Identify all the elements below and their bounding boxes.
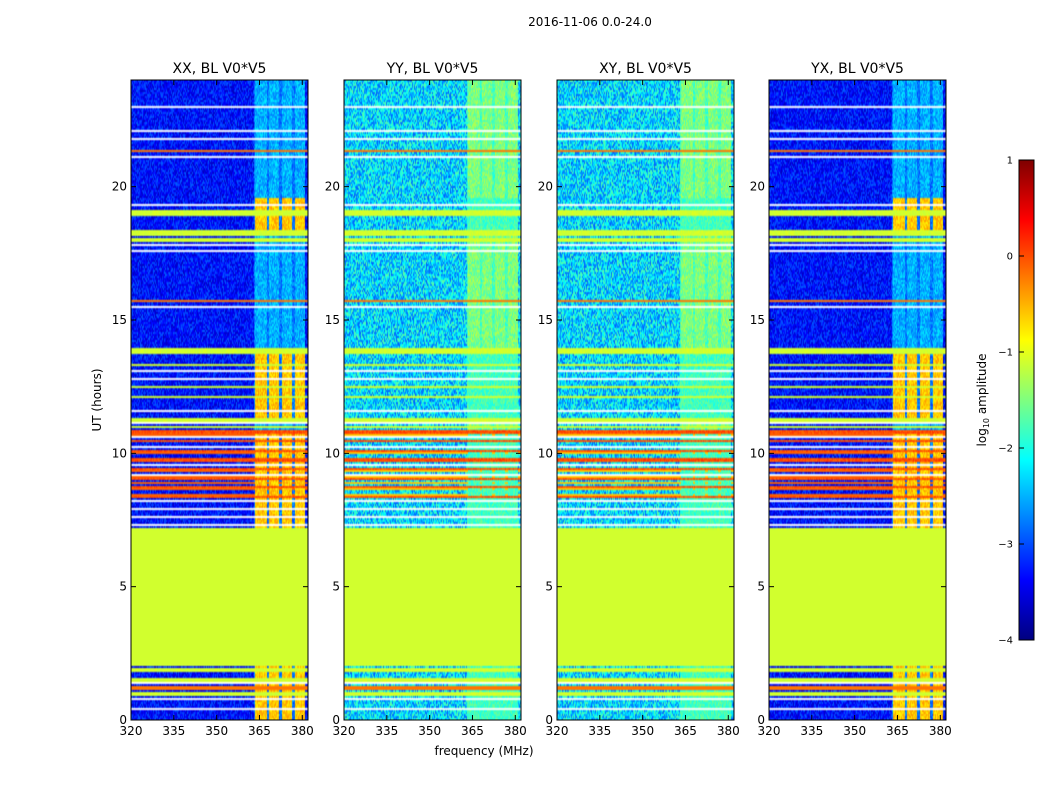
x-tick-label: 350 [843,724,866,738]
colorbar-tick-label: −4 [998,636,1013,647]
x-tick-label: 350 [205,724,228,738]
spectrogram-image [131,80,308,720]
colorbar-tick-label: −3 [998,540,1013,551]
x-tick-label: 320 [758,724,781,738]
y-tick-label: 20 [325,180,340,194]
x-tick-label: 335 [375,724,398,738]
spectrogram-image [769,80,946,720]
y-tick-label: 20 [538,180,553,194]
panel-frame [343,79,522,721]
colorbar-tick-label: 0 [1007,252,1013,263]
panel-title: XX, BL V0*V5 [173,61,267,77]
x-tick-label: 320 [333,724,356,738]
x-tick-label: 335 [162,724,185,738]
x-tick-label: 380 [504,724,527,738]
y-tick-label: 10 [325,446,340,460]
y-tick-label: 0 [757,713,765,727]
y-tick-label: 0 [545,713,553,727]
x-tick-label: 365 [886,724,909,738]
x-tick-label: 335 [588,724,611,738]
y-tick-label: 15 [538,313,553,327]
x-tick-label: 335 [800,724,823,738]
y-tick-label: 5 [545,580,553,594]
x-tick-label: 320 [120,724,143,738]
panel-frame [556,79,735,721]
panel-yy: YY, BL V0*V5 320 335 350 365 380 0 5 10 15 20 [325,61,527,738]
colorbar-tick-label: 1 [1007,156,1013,167]
x-tick-label: 380 [929,724,952,738]
y-tick-label: 15 [112,313,127,327]
panel-frame [768,79,947,721]
colorbar: log10 amplitude −4 −3 −2 −1 0 1 [975,156,1035,647]
x-tick-label: 365 [248,724,271,738]
y-tick-label: 20 [112,180,127,194]
panel-xy: XY, BL V0*V5 320 335 350 365 380 0 5 10 15 20 [538,61,740,738]
y-tick-label: 20 [750,180,765,194]
y-tick-label: 0 [119,713,127,727]
x-axis-label: frequency (MHz) [434,744,533,758]
panel-title: XY, BL V0*V5 [599,61,692,77]
y-tick-label: 5 [332,580,340,594]
colorbar-tick-label: −1 [998,348,1013,359]
panel-title: YY, BL V0*V5 [386,61,479,77]
spectrogram-image [344,80,521,720]
y-tick-label: 10 [538,446,553,460]
panel-title: YX, BL V0*V5 [810,61,904,77]
panel-yx: YX, BL V0*V5 320 335 350 365 380 0 5 10 15 20 [750,61,952,738]
figure-title: 2016-11-06 0.0-24.0 [528,15,652,29]
panel-frame [130,79,309,721]
colorbar-bar [1018,159,1035,641]
spectrogram-image [557,80,734,720]
x-tick-label: 380 [717,724,740,738]
x-tick-label: 380 [291,724,314,738]
y-tick-label: 15 [325,313,340,327]
y-tick-label: 0 [332,713,340,727]
colorbar-label: log10 amplitude [975,354,991,447]
x-tick-label: 365 [674,724,697,738]
x-tick-label: 350 [631,724,654,738]
y-tick-label: 10 [112,446,127,460]
y-tick-label: 10 [750,446,765,460]
x-tick-label: 350 [418,724,441,738]
y-tick-label: 5 [119,580,127,594]
panel-xx: XX, BL V0*V5 320 335 350 365 380 0 5 10 15 20 [112,61,314,738]
y-tick-label: 15 [750,313,765,327]
colorbar-tick-label: −2 [998,444,1013,455]
x-tick-label: 320 [546,724,569,738]
y-tick-label: 5 [757,580,765,594]
y-axis-label: UT (hours) [90,368,104,431]
x-tick-label: 365 [461,724,484,738]
